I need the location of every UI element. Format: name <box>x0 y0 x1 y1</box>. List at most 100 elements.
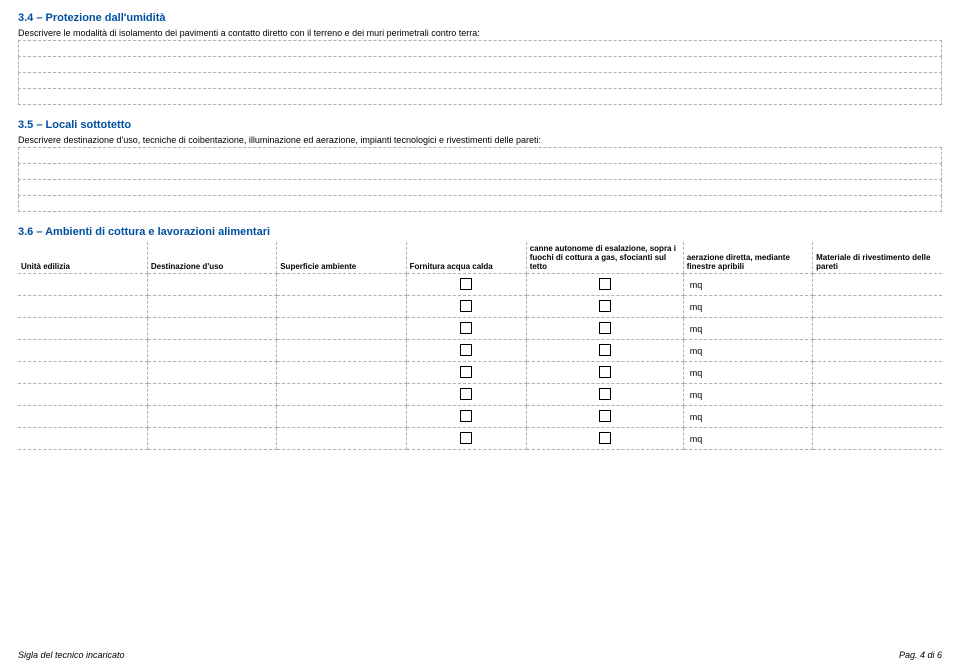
section-3-6-heading: 3.6 – Ambienti di cottura e lavorazioni … <box>18 226 942 238</box>
cell-canne <box>526 318 683 340</box>
section-3-4-input-lines <box>18 40 942 105</box>
cell-unita[interactable] <box>18 318 147 340</box>
table-row: mq <box>18 340 942 362</box>
cell-superficie[interactable] <box>277 296 406 318</box>
input-line[interactable] <box>19 57 942 73</box>
input-line[interactable] <box>19 89 942 105</box>
cell-canne <box>526 428 683 450</box>
checkbox-canne[interactable] <box>599 344 611 356</box>
cell-destinazione[interactable] <box>147 362 276 384</box>
cell-materiale[interactable] <box>813 362 942 384</box>
cell-superficie[interactable] <box>277 362 406 384</box>
cell-materiale[interactable] <box>813 340 942 362</box>
checkbox-canne[interactable] <box>599 410 611 422</box>
cell-superficie[interactable] <box>277 318 406 340</box>
table-row: mq <box>18 406 942 428</box>
checkbox-canne[interactable] <box>599 278 611 290</box>
cell-materiale[interactable] <box>813 384 942 406</box>
checkbox-fornitura[interactable] <box>460 410 472 422</box>
col-header-destinazione: Destinazione d'uso <box>147 242 276 274</box>
cell-destinazione[interactable] <box>147 340 276 362</box>
section-3-5-heading: 3.5 – Locali sottotetto <box>18 119 942 131</box>
cell-superficie[interactable] <box>277 274 406 296</box>
cell-aerazione-mq[interactable]: mq <box>683 384 812 406</box>
checkbox-fornitura[interactable] <box>460 344 472 356</box>
checkbox-fornitura[interactable] <box>460 366 472 378</box>
cell-canne <box>526 340 683 362</box>
cell-aerazione-mq[interactable]: mq <box>683 406 812 428</box>
section-3-4-description: Descrivere le modalità di isolamento dei… <box>18 28 942 38</box>
cell-fornitura <box>406 274 526 296</box>
input-line[interactable] <box>19 148 942 164</box>
cell-materiale[interactable] <box>813 274 942 296</box>
cell-fornitura <box>406 318 526 340</box>
cell-fornitura <box>406 296 526 318</box>
col-header-canne: canne autonome di esalazione, sopra i fu… <box>526 242 683 274</box>
col-header-unita: Unità edilizia <box>18 242 147 274</box>
cell-fornitura <box>406 340 526 362</box>
footer-right: Pag. 4 di 6 <box>899 650 942 660</box>
page-footer: Sigla del tecnico incaricato Pag. 4 di 6 <box>18 650 942 660</box>
cell-destinazione[interactable] <box>147 384 276 406</box>
checkbox-fornitura[interactable] <box>460 388 472 400</box>
cell-destinazione[interactable] <box>147 428 276 450</box>
cell-fornitura <box>406 406 526 428</box>
input-line[interactable] <box>19 180 942 196</box>
cell-aerazione-mq[interactable]: mq <box>683 340 812 362</box>
cell-superficie[interactable] <box>277 406 406 428</box>
cell-superficie[interactable] <box>277 340 406 362</box>
cell-canne <box>526 274 683 296</box>
table-row: mq <box>18 428 942 450</box>
cell-destinazione[interactable] <box>147 296 276 318</box>
cell-canne <box>526 406 683 428</box>
cell-aerazione-mq[interactable]: mq <box>683 428 812 450</box>
checkbox-canne[interactable] <box>599 432 611 444</box>
checkbox-canne[interactable] <box>599 366 611 378</box>
col-header-aerazione: aerazione diretta, mediante finestre apr… <box>683 242 812 274</box>
cell-destinazione[interactable] <box>147 406 276 428</box>
cell-unita[interactable] <box>18 274 147 296</box>
checkbox-fornitura[interactable] <box>460 278 472 290</box>
cell-materiale[interactable] <box>813 406 942 428</box>
cell-fornitura <box>406 428 526 450</box>
input-line[interactable] <box>19 164 942 180</box>
checkbox-canne[interactable] <box>599 388 611 400</box>
cell-materiale[interactable] <box>813 296 942 318</box>
section-3-5: 3.5 – Locali sottotetto Descrivere desti… <box>18 119 942 212</box>
cell-unita[interactable] <box>18 296 147 318</box>
checkbox-canne[interactable] <box>599 322 611 334</box>
cell-destinazione[interactable] <box>147 318 276 340</box>
cell-unita[interactable] <box>18 362 147 384</box>
checkbox-fornitura[interactable] <box>460 432 472 444</box>
table-row: mq <box>18 296 942 318</box>
table-row: mq <box>18 274 942 296</box>
cell-materiale[interactable] <box>813 428 942 450</box>
cell-unita[interactable] <box>18 406 147 428</box>
cell-destinazione[interactable] <box>147 274 276 296</box>
cell-superficie[interactable] <box>277 428 406 450</box>
cell-superficie[interactable] <box>277 384 406 406</box>
checkbox-fornitura[interactable] <box>460 300 472 312</box>
cell-aerazione-mq[interactable]: mq <box>683 296 812 318</box>
cell-materiale[interactable] <box>813 318 942 340</box>
input-line[interactable] <box>19 73 942 89</box>
cell-aerazione-mq[interactable]: mq <box>683 318 812 340</box>
section-3-4: 3.4 – Protezione dall'umidità Descrivere… <box>18 12 942 105</box>
cell-unita[interactable] <box>18 340 147 362</box>
checkbox-fornitura[interactable] <box>460 322 472 334</box>
input-line[interactable] <box>19 196 942 212</box>
input-line[interactable] <box>19 41 942 57</box>
footer-left: Sigla del tecnico incaricato <box>18 650 125 660</box>
section-3-6: 3.6 – Ambienti di cottura e lavorazioni … <box>18 226 942 450</box>
table-header-row: Unità edilizia Destinazione d'uso Superf… <box>18 242 942 274</box>
section-3-4-heading: 3.4 – Protezione dall'umidità <box>18 12 942 24</box>
checkbox-canne[interactable] <box>599 300 611 312</box>
cell-canne <box>526 296 683 318</box>
cell-canne <box>526 362 683 384</box>
cell-aerazione-mq[interactable]: mq <box>683 362 812 384</box>
cell-unita[interactable] <box>18 428 147 450</box>
cooking-environments-table: Unità edilizia Destinazione d'uso Superf… <box>18 242 942 450</box>
cell-aerazione-mq[interactable]: mq <box>683 274 812 296</box>
cell-fornitura <box>406 384 526 406</box>
cell-unita[interactable] <box>18 384 147 406</box>
